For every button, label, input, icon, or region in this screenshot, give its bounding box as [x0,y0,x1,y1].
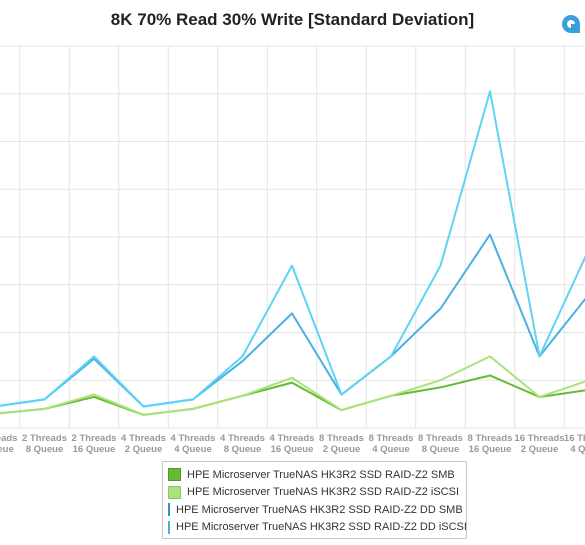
x-tick-label: 4 Threads [270,433,315,444]
x-tick-label: 16 Threads [564,433,585,444]
x-tick-label: 4 Threads [220,433,265,444]
legend-label-smb: HPE Microserver TrueNAS HK3R2 SSD RAID-Z… [187,468,455,481]
legend-item-dd-smb[interactable]: HPE Microserver TrueNAS HK3R2 SSD RAID-Z… [168,501,463,519]
x-tick-label: 16 Queue [271,444,314,455]
x-tick-label: 8 Threads [468,433,513,444]
chart-grid [0,45,585,429]
x-tick-label: 2 Threads [22,433,67,444]
chart-brand-icon[interactable] [561,14,581,34]
x-tick-label: 2 Queue [323,444,361,455]
chart-legend: HPE Microserver TrueNAS HK3R2 SSD RAID-Z… [162,461,467,539]
series-lines [0,90,585,416]
x-tick-label: 16 Queue [469,444,512,455]
series-line-1[interactable] [0,355,585,416]
legend-item-iscsi[interactable]: HPE Microserver TrueNAS HK3R2 SSD RAID-Z… [168,484,461,502]
legend-item-dd-iscsi[interactable]: HPE Microserver TrueNAS HK3R2 SSD RAID-Z… [168,519,467,537]
x-tick-label: 4 Queue [0,444,14,455]
chart-title: 8K 70% Read 30% Write [Standard Deviatio… [110,10,475,29]
x-tick-label: 4 Queue [570,444,585,455]
x-tick-label: 4 Queue [174,444,212,455]
x-tick-label: 8 Threads [369,433,414,444]
legend-swatch-dd-iscsi [168,520,170,534]
x-tick-label: 16 Queue [73,444,116,455]
x-tick-label: 2 Threads [0,433,17,444]
legend-item-smb[interactable]: HPE Microserver TrueNAS HK3R2 SSD RAID-Z… [168,466,461,484]
x-tick-label: 8 Queue [224,444,262,455]
x-tick-label: 8 Queue [26,444,64,455]
series-line-3[interactable] [0,90,585,408]
x-tick-label: 2 Queue [125,444,163,455]
series-line-2[interactable] [0,233,585,408]
x-tick-label: 8 Threads [319,433,364,444]
x-tick-label: 4 Threads [121,433,166,444]
legend-label-iscsi: HPE Microserver TrueNAS HK3R2 SSD RAID-Z… [187,486,460,499]
x-tick-label: 8 Queue [422,444,460,455]
x-tick-label: 2 Threads [72,433,117,444]
x-tick-label: 4 Queue [372,444,410,455]
legend-label-dd-smb: HPE Microserver TrueNAS HK3R2 SSD RAID-Z… [176,503,463,516]
x-tick-label: 2 Queue [521,444,559,455]
legend-swatch-dd-smb [168,503,170,517]
x-tick-label: 4 Threads [171,433,216,444]
series-line-0[interactable] [0,374,585,416]
x-tick-label: 8 Threads [418,433,463,444]
legend-swatch-smb [168,468,181,482]
x-tick-label: 16 Threads [514,433,564,444]
legend-swatch-iscsi [168,485,181,499]
legend-label-dd-iscsi: HPE Microserver TrueNAS HK3R2 SSD RAID-Z… [176,521,467,534]
